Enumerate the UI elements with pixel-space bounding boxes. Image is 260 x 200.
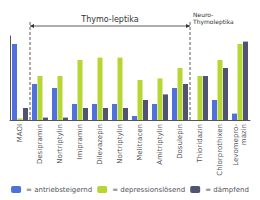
svg-text:Nortriptylin: Nortriptylin (56, 124, 64, 164)
svg-text:= antriebsteigernd: = antriebsteigernd (26, 186, 92, 194)
svg-text:Chlorprothixen: Chlorprothixen (216, 124, 224, 176)
svg-text:Melitracen: Melitracen (136, 124, 144, 161)
svg-text:MAOI: MAOI (16, 124, 24, 142)
svg-text:Nortriptylin: Nortriptylin (116, 124, 124, 164)
svg-text:Thioridazin: Thioridazin (196, 124, 204, 164)
svg-text:Dilevazepin: Dilevazepin (96, 124, 104, 165)
svg-text:Desipramin: Desipramin (36, 124, 44, 164)
svg-text:Imipramin: Imipramin (76, 124, 84, 160)
svg-text:= depressionslösend: = depressionslösend (112, 186, 185, 194)
svg-text:Levomepro-: Levomepro- (232, 124, 240, 166)
svg-text:Neuro-: Neuro- (193, 11, 213, 18)
svg-text:Thymo-leptika: Thymo-leptika (80, 15, 138, 24)
svg-text:Thymoleptika: Thymoleptika (192, 18, 234, 26)
svg-text:Dosulepin: Dosulepin (176, 124, 184, 159)
svg-text:mazin: mazin (240, 124, 248, 145)
svg-text:= dämpfend: = dämpfend (205, 186, 249, 194)
svg-text:Amitriptylin: Amitriptylin (156, 124, 164, 165)
